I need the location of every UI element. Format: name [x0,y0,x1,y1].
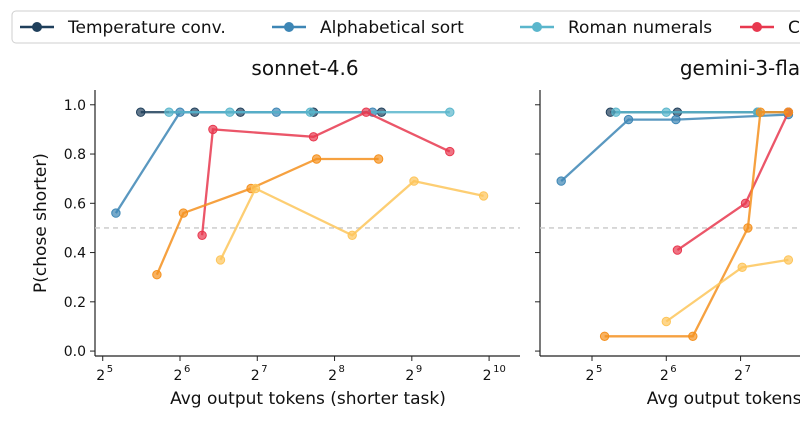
data-point [743,223,753,233]
series-line [155,157,379,276]
data-point [305,107,315,117]
legend-label: Temperature conv. [67,18,226,38]
data-point [111,208,121,218]
series-line [219,179,484,261]
data-point [152,270,162,280]
x-tick-label: 2 [660,368,669,384]
x-axis-label: Avg output tokens (sh [647,389,800,409]
data-point [164,107,174,117]
chart-panels: sonnet-4.60.00.20.40.60.81.02 5 2 6 2 7 2 8 2 9 2 1… [31,56,800,409]
data-point [611,107,621,117]
panel-title: sonnet-4.6 [251,56,358,80]
x-tick-label: 2 [483,368,492,384]
legend-label: C [788,18,800,38]
series [661,255,794,327]
data-point [347,230,357,241]
x-tick-exponent: 10 [493,364,506,375]
data-point [308,132,319,142]
series-line [604,111,789,338]
data-point [599,331,610,341]
series [215,176,489,265]
x-tick-label: 2 [251,368,260,384]
y-tick-label: 0.6 [64,196,86,212]
x-tick-label: 2 [174,368,183,384]
data-point [225,107,235,117]
x-tick-exponent: 6 [184,364,190,375]
series [152,154,384,280]
data-point [445,146,455,157]
y-tick-label: 0.8 [64,147,86,163]
data-point [445,107,455,117]
panel-title: gemini-3-fla [680,56,800,80]
series-line [560,113,789,182]
x-tick-exponent: 7 [261,364,267,375]
data-point [556,176,566,186]
data-point [311,154,322,164]
data-point [373,154,384,164]
data-point [688,331,698,341]
x-tick-exponent: 5 [596,364,602,375]
y-tick-label: 0.0 [64,344,86,360]
series [556,109,794,186]
data-point [661,316,671,327]
legend-frame [11,10,800,44]
x-tick-label: 2 [586,368,595,384]
chart-panel: sonnet-4.60.00.20.40.60.81.02 5 2 6 2 7 2 8 2 9 2 1… [31,56,520,409]
legend-label: Roman numerals [568,18,712,38]
y-tick-label: 0.4 [64,246,86,262]
x-tick-label: 2 [328,368,337,384]
series [672,107,794,255]
x-tick-exponent: 8 [339,364,345,375]
data-point [250,183,261,194]
series [197,107,455,241]
data-point [623,114,634,125]
legend-label: Alphabetical sort [320,18,464,38]
data-point [208,124,218,135]
data-point [671,114,681,125]
y-axis-label: P(chose shorter) [31,153,51,293]
data-point [409,176,419,186]
data-point [740,198,751,209]
y-tick-label: 0.2 [64,295,86,311]
data-point [672,245,683,255]
x-tick-exponent: 5 [107,364,113,375]
data-point [783,255,794,265]
series [164,107,455,117]
legend: Temperature conv. Alphabetical sort Roman … [11,10,800,44]
data-point [783,107,794,117]
data-point [661,107,671,117]
legend-swatch-marker [32,22,42,32]
x-tick-label: 2 [405,368,414,384]
x-axis-label: Avg output tokens (shorter task) [170,389,446,409]
x-tick-label: 2 [734,368,743,384]
legend-swatch-marker [532,22,542,32]
series [599,107,794,341]
data-point [178,208,189,218]
series-line [676,111,790,252]
data-point [755,107,766,117]
data-point [136,107,146,117]
legend-swatch-marker [284,22,294,32]
data-point [361,107,371,117]
data-point [215,255,226,265]
data-point [197,230,207,241]
x-tick-exponent: 7 [745,364,751,375]
data-point [478,191,489,201]
legend-swatch-marker [752,22,762,32]
data-point [737,262,747,272]
y-tick-label: 1.0 [64,98,86,114]
x-tick-label: 2 [96,368,105,384]
x-tick-exponent: 6 [670,364,676,375]
series [111,107,378,218]
series-line [200,110,451,236]
x-tick-exponent: 9 [416,364,422,375]
